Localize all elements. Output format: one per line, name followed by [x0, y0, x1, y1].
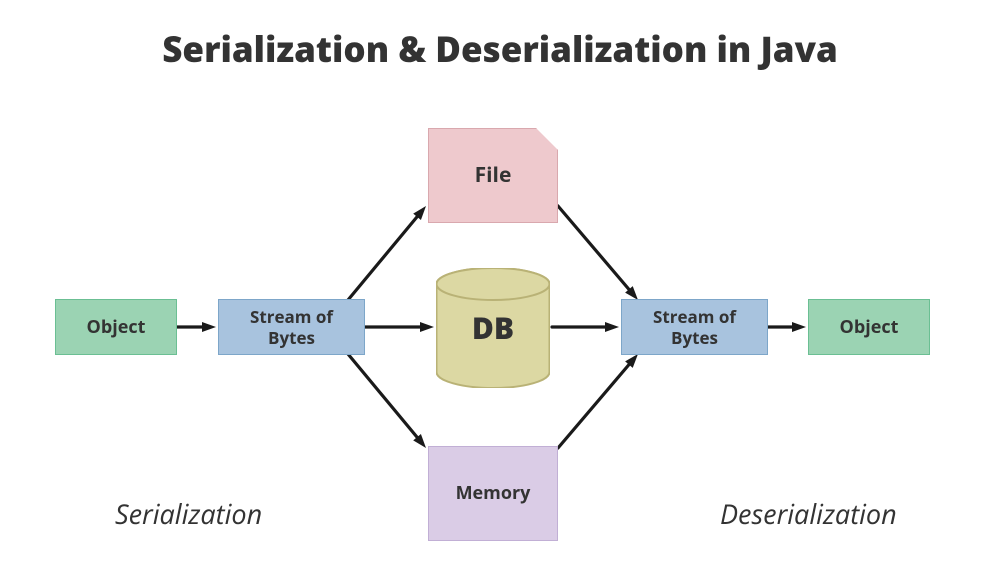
node-memory-label: Memory — [456, 482, 531, 505]
node-db-label: DB — [472, 309, 514, 347]
node-object_right: Object — [808, 299, 930, 355]
node-memory: Memory — [428, 446, 558, 541]
node-file: File — [428, 128, 558, 223]
node-stream_left: Stream of Bytes — [218, 299, 365, 355]
caption-deserialization: Deserialization — [720, 495, 897, 532]
node-file-label: File — [475, 162, 512, 188]
node-db: DB — [436, 268, 550, 388]
node-stream_left-label: Stream of Bytes — [250, 306, 333, 349]
node-stream_right-label: Stream of Bytes — [653, 306, 736, 349]
node-object_left-label: Object — [87, 316, 146, 339]
page-title: Serialization & Deserialization in Java — [0, 26, 1000, 73]
caption-serialization: Serialization — [115, 495, 262, 532]
node-stream_right: Stream of Bytes — [621, 299, 768, 355]
node-object_left: Object — [55, 299, 177, 355]
node-object_right-label: Object — [840, 316, 899, 339]
